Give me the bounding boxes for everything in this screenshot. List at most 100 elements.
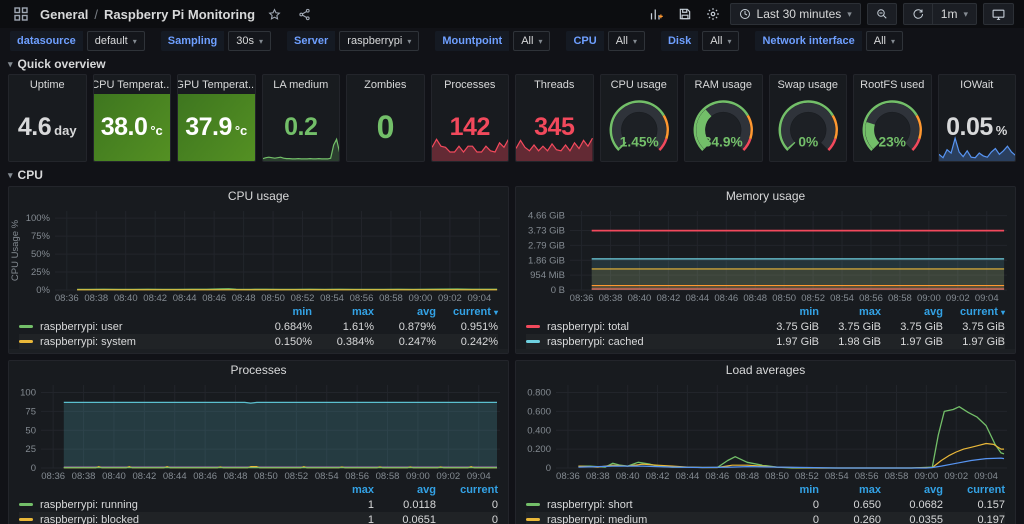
time-range-picker[interactable]: Last 30 minutes ▾	[730, 3, 861, 25]
variable-value-dropdown[interactable]: default▾	[87, 31, 145, 51]
row-header-quick-overview[interactable]: ▾ Quick overview	[8, 57, 1016, 71]
legend-sort-column[interactable]: min	[250, 306, 312, 318]
legend-sort-column[interactable]: current	[436, 484, 498, 496]
series-name[interactable]: raspberrypi: running	[40, 499, 312, 511]
stat-value-area: 38.0°c	[94, 94, 171, 161]
series-color-swatch[interactable]	[526, 340, 540, 343]
svg-text:08:48: 08:48	[224, 471, 248, 482]
kiosk-mode-button[interactable]	[983, 3, 1014, 25]
variable-value-dropdown[interactable]: raspberrypi▾	[339, 31, 419, 51]
svg-text:08:42: 08:42	[646, 471, 670, 482]
panel-title[interactable]: Threads	[516, 75, 593, 94]
time-range-caret-icon: ▾	[847, 9, 852, 20]
row-header-cpu[interactable]: ▾ CPU	[8, 168, 1016, 182]
breadcrumb-section[interactable]: General	[40, 7, 88, 22]
dashboards-grid-icon[interactable]	[10, 3, 32, 25]
svg-text:08:56: 08:56	[855, 471, 879, 482]
cpu-usage-plot[interactable]: 08:3608:3808:4008:4208:4408:4608:4808:50…	[9, 205, 506, 305]
variable-network-interface: Network interface All▾	[755, 31, 903, 51]
panel-title[interactable]: CPU usage	[9, 187, 508, 205]
variable-value-dropdown[interactable]: 30s▾	[228, 31, 271, 51]
load-averages-plot[interactable]: 08:3608:3808:4008:4208:4408:4608:4808:50…	[516, 379, 1013, 483]
series-name[interactable]: raspberrypi: medium	[547, 514, 757, 524]
legend-row: raspberrypi: blocked10.06510	[19, 512, 498, 524]
series-name[interactable]: raspberrypi: system	[40, 336, 250, 348]
svg-text:100%: 100%	[26, 213, 51, 224]
series-color-swatch[interactable]	[19, 340, 33, 343]
chevron-down-icon: ▾	[259, 37, 263, 46]
series-name[interactable]: raspberrypi: short	[547, 499, 757, 511]
panel-title[interactable]: Swap usage	[770, 75, 847, 94]
variable-label: Network interface	[755, 31, 861, 51]
series-color-swatch[interactable]	[526, 503, 540, 506]
zoom-out-button[interactable]	[867, 3, 897, 25]
panel-title[interactable]: IOWait	[939, 75, 1016, 94]
top-nav-bar: General / Raspberry Pi Monitoring Last 3…	[0, 0, 1024, 28]
chevron-down-icon: ▾	[133, 37, 137, 46]
panel-title[interactable]: RAM usage	[685, 75, 762, 94]
load-averages-legend: minmaxavgcurrent raspberrypi: short00.650…	[516, 483, 1015, 524]
panel-title[interactable]: Processes	[9, 361, 508, 379]
panel-title[interactable]: Processes	[432, 75, 509, 94]
settings-gear-icon[interactable]	[702, 3, 724, 25]
variable-value-dropdown[interactable]: All▾	[608, 31, 645, 51]
series-color-swatch[interactable]	[19, 325, 33, 328]
legend-sort-column[interactable]: avg	[881, 484, 943, 496]
legend-sort-column[interactable]: current ▾	[943, 306, 1005, 318]
variable-label: Server	[287, 31, 335, 51]
svg-text:08:44: 08:44	[676, 471, 700, 482]
refresh-button[interactable]	[903, 3, 932, 25]
legend-sort-column[interactable]: min	[757, 484, 819, 496]
series-name[interactable]: raspberrypi: total	[547, 321, 757, 333]
variable-value-dropdown[interactable]: All▾	[702, 31, 739, 51]
panel-cpu-usage-graph: CPU usage 08:3608:3808:4008:4208:4408:46…	[8, 186, 509, 354]
legend-sort-column[interactable]: max	[819, 306, 881, 318]
series-color-swatch[interactable]	[526, 518, 540, 521]
variable-value-dropdown[interactable]: All▾	[513, 31, 550, 51]
panel-title[interactable]: GPU Temperat...	[178, 75, 255, 94]
legend-sort-column[interactable]: avg	[881, 306, 943, 318]
legend-sort-column[interactable]: min	[757, 306, 819, 318]
series-color-swatch[interactable]	[19, 503, 33, 506]
legend-value: 0	[757, 499, 819, 511]
panel-title[interactable]: Memory usage	[516, 187, 1015, 205]
svg-text:08:38: 08:38	[599, 293, 623, 304]
memory-usage-plot[interactable]: 08:3608:3808:4008:4208:4408:4608:4808:50…	[516, 205, 1013, 305]
legend-value: 0	[757, 514, 819, 524]
legend-sort-column[interactable]: current ▾	[436, 306, 498, 318]
legend-value: 0.650	[819, 499, 881, 511]
refresh-interval-dropdown[interactable]: 1m ▾	[932, 3, 977, 25]
panel-title[interactable]: Load averages	[516, 361, 1015, 379]
panel-title[interactable]: CPU usage	[601, 75, 678, 94]
legend-clipped-row	[516, 349, 1015, 353]
page-title[interactable]: Raspberry Pi Monitoring	[104, 7, 255, 22]
series-name[interactable]: raspberrypi: cached	[547, 336, 757, 348]
series-color-swatch[interactable]	[19, 518, 33, 521]
processes-plot[interactable]: 08:3608:3808:4008:4208:4408:4608:4808:50…	[9, 379, 506, 483]
panel-title[interactable]: CPU Temperat...	[94, 75, 171, 94]
save-dashboard-icon[interactable]	[674, 3, 696, 25]
legend-sort-column[interactable]: avg	[374, 484, 436, 496]
svg-text:08:52: 08:52	[291, 293, 315, 304]
share-icon[interactable]	[293, 3, 315, 25]
panel-title[interactable]: RootFS used	[854, 75, 931, 94]
panel-title[interactable]: Zombies	[347, 75, 424, 94]
stat-value-area: 142	[432, 94, 509, 161]
star-icon[interactable]	[263, 3, 285, 25]
series-name[interactable]: raspberrypi: blocked	[40, 514, 312, 524]
svg-text:1.86 GiB: 1.86 GiB	[528, 255, 565, 266]
series-color-swatch[interactable]	[526, 325, 540, 328]
add-panel-icon[interactable]	[646, 3, 668, 25]
breadcrumb-divider: /	[94, 7, 98, 22]
variable-value-dropdown[interactable]: All▾	[866, 31, 903, 51]
legend-sort-column[interactable]: max	[312, 484, 374, 496]
svg-text:08:40: 08:40	[616, 471, 640, 482]
legend-row: raspberrypi: medium00.2600.03550.197	[526, 512, 1005, 524]
series-name[interactable]: raspberrypi: user	[40, 321, 250, 333]
legend-sort-column[interactable]: max	[312, 306, 374, 318]
panel-title[interactable]: Uptime	[9, 75, 86, 94]
legend-sort-column[interactable]: max	[819, 484, 881, 496]
legend-sort-column[interactable]: current	[943, 484, 1005, 496]
panel-title[interactable]: LA medium	[263, 75, 340, 94]
legend-sort-column[interactable]: avg	[374, 306, 436, 318]
